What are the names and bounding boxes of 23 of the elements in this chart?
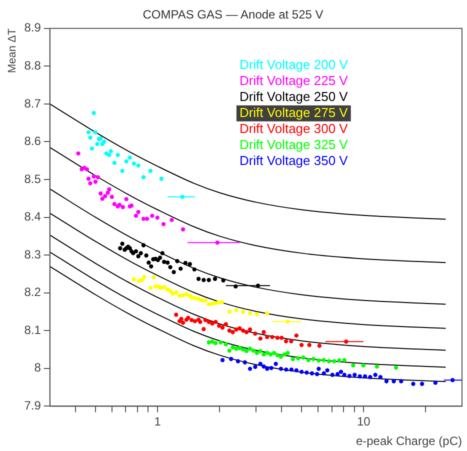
text: Drift Voltage 350 V xyxy=(239,152,348,168)
y-tick-label: 8.2 xyxy=(24,285,42,300)
x-axis-title: e-peak Charge (pC) xyxy=(356,434,462,448)
y-axis-title: Mean ΔT xyxy=(6,28,19,74)
text: Drift Voltage 325 V xyxy=(239,136,348,152)
y-tick-label: 8.8 xyxy=(24,58,42,72)
x-tick-label: 1 xyxy=(154,414,162,429)
y-tick-label: 8.7 xyxy=(24,96,42,110)
y-tick-label: 8.4 xyxy=(24,210,42,224)
y-tick-label: 8.3 xyxy=(24,247,42,262)
y-tick-label: 8 xyxy=(34,360,42,375)
x-tick-label: 10 xyxy=(357,414,371,429)
text: Drift Voltage 300 V xyxy=(239,120,348,136)
text: Drift Voltage 200 V xyxy=(239,56,348,72)
text: Drift Voltage 225 V xyxy=(239,72,348,88)
y-tick-label: 8.9 xyxy=(24,20,42,35)
y-tick-label: 8.1 xyxy=(24,322,42,337)
text: Drift Voltage 250 V xyxy=(239,88,348,104)
y-tick-label: 8.5 xyxy=(24,172,42,186)
y-tick-label: 8.6 xyxy=(24,134,42,148)
y-tick-label: 7.9 xyxy=(24,398,42,413)
text: Drift Voltage 275 V xyxy=(239,104,348,120)
chart-title: COMPAS GAS — Anode at 525 V xyxy=(142,8,324,22)
